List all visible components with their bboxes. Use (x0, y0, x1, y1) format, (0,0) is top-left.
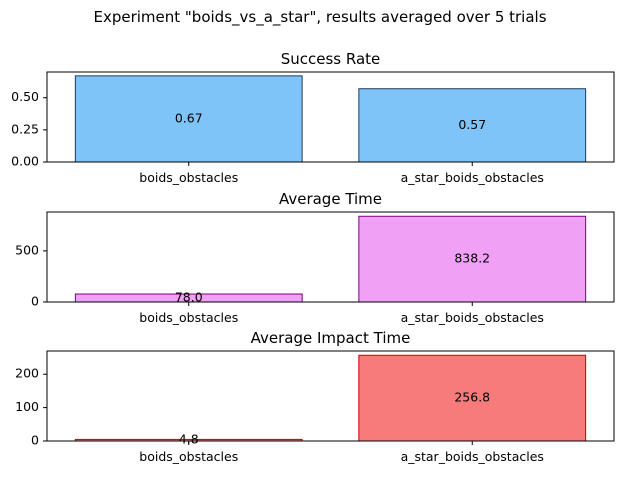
success-rate-ytick-label-0: 0.00 (11, 154, 39, 169)
average-impact-time-ytick-label-1: 100 (15, 399, 39, 414)
success-rate-subplot: Success Rate 0.67 boids_obstacles 0.57 a_sta… (11, 50, 615, 185)
average-time-value-label-1: 838.2 (454, 251, 490, 266)
average-impact-time-ytick-label-0: 0 (31, 433, 39, 448)
success-rate-bar-1 (358, 88, 587, 163)
average-time-axes-frame (46, 211, 615, 303)
success-rate-axes-frame (46, 71, 615, 163)
average-impact-time-subplot: Average Impact Time 4.8 boids_obstacles 256… (15, 329, 615, 464)
average-impact-time-value-label-1: 256.8 (454, 390, 490, 405)
success-rate-xtick-label-0: boids_obstacles (139, 170, 238, 185)
average-time-value-label-0: 78.0 (175, 290, 203, 305)
average-impact-time-xtick-label-0: boids_obstacles (139, 449, 238, 464)
subplots: Success Rate 0.67 boids_obstacles 0.57 a_sta… (11, 50, 615, 464)
figure-title: Experiment "boids_vs_a_star", results av… (93, 8, 546, 27)
success-rate-value-label-1: 0.57 (458, 117, 486, 132)
average-time-xtick-label-0: boids_obstacles (139, 310, 238, 325)
success-rate-ytick-label-1: 0.25 (11, 121, 39, 136)
average-time-subplot: Average Time 78.0 boids_obstacles 838.2 a_st… (15, 190, 615, 325)
success-rate-value-label-0: 0.67 (175, 110, 203, 125)
success-rate-ytick-label-2: 0.50 (11, 89, 39, 104)
average-impact-time-bar-1 (358, 354, 587, 442)
average-time-xtick-label-1: a_star_boids_obstacles (401, 310, 544, 325)
average-time-title: Average Time (279, 190, 382, 208)
success-rate-bar-0 (74, 75, 303, 163)
average-impact-time-title: Average Impact Time (251, 329, 411, 347)
average-impact-time-value-label-0: 4.8 (179, 432, 199, 447)
average-impact-time-ytick-label-2: 200 (15, 366, 39, 381)
average-impact-time-xtick-label-1: a_star_boids_obstacles (401, 449, 544, 464)
average-impact-time-axes-frame (46, 350, 615, 442)
average-time-ytick-label-1: 500 (15, 242, 39, 257)
average-time-ytick-label-0: 0 (31, 294, 39, 309)
success-rate-title: Success Rate (281, 50, 381, 68)
average-time-bar-1 (358, 215, 587, 303)
success-rate-xtick-label-1: a_star_boids_obstacles (401, 170, 544, 185)
